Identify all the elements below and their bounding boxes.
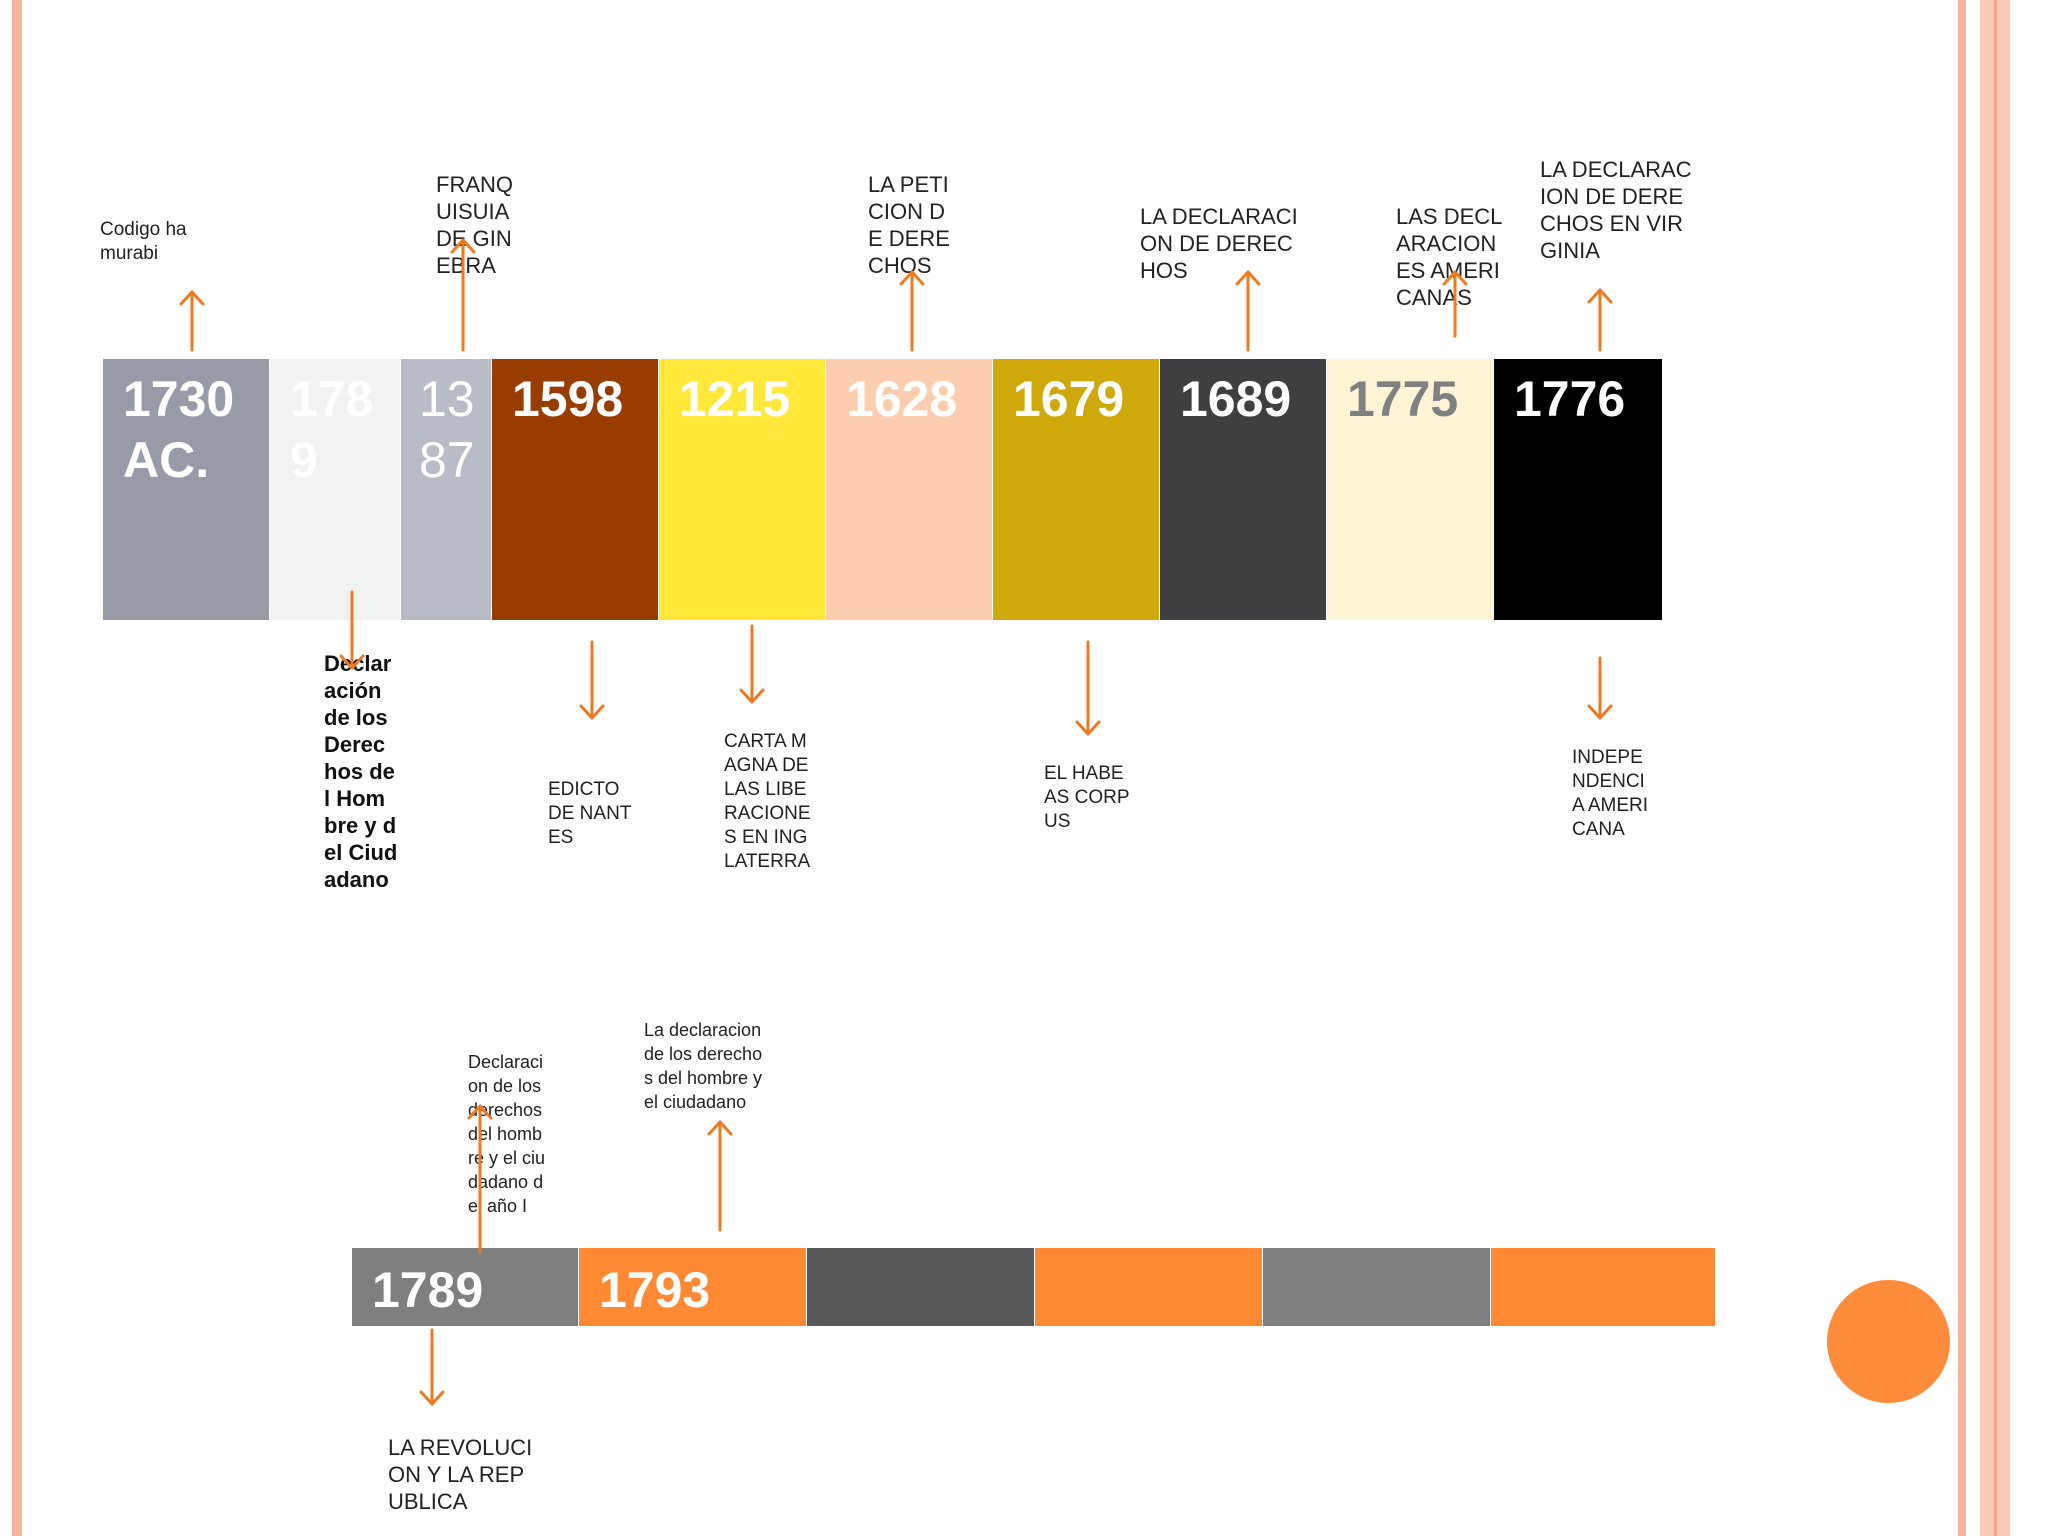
label-habeas-corpus: EL HABEAS CORPUS — [1044, 763, 1130, 832]
arrow-up-icon — [1442, 270, 1468, 338]
label-declaracion-hombre-2: La declaracion de los derechos del hombr… — [644, 1020, 763, 1112]
arrow-down-icon — [739, 624, 765, 704]
label-declaracion-hombre-ciudadano: Declaración de los Derechos del Hombre y… — [324, 651, 398, 892]
label-codigo-hamurabi: Codigo hamurabi — [100, 219, 187, 264]
right-border-stripe-line — [1994, 0, 1997, 1536]
arrow-up-icon — [707, 1120, 733, 1232]
timeline2-block: 1789 — [352, 1248, 578, 1326]
arrow-up-icon — [1235, 270, 1261, 352]
arrow-down-icon — [419, 1328, 445, 1406]
timeline1-block: 1215 — [659, 359, 825, 620]
arrow-up-icon — [179, 290, 205, 352]
timeline2-block — [807, 1248, 1034, 1326]
label-declaracion-virginia: LA DECLARACION DE DERECHOS EN VIRGINIA — [1540, 157, 1692, 263]
timeline1-block: 1598 — [492, 359, 658, 620]
arrow-down-icon — [1075, 640, 1101, 736]
timeline1-block: 1628 — [826, 359, 992, 620]
timeline1-block: 1776 — [1494, 359, 1662, 620]
timeline1-block: 1689 — [1160, 359, 1326, 620]
label-carta-magna: CARTA MAGNA DE LAS LIBERACIONES EN INGLA… — [724, 731, 811, 872]
arrow-up-icon — [467, 1104, 493, 1254]
timeline1-block: 1679 — [993, 359, 1159, 620]
timeline1-block: 1789 — [270, 359, 400, 620]
timeline1-block: 1387 — [401, 359, 491, 620]
arrow-down-icon — [1587, 656, 1613, 720]
timeline2-block — [1035, 1248, 1262, 1326]
right-border-stripe-thin — [1958, 0, 1966, 1536]
label-franquisia-ginebra: FRANQUISUIA DE GINEBRA — [436, 172, 513, 278]
decorative-circle — [1827, 1280, 1950, 1403]
timeline2-block — [1263, 1248, 1490, 1326]
timeline1-block: 1730 AC. — [103, 359, 269, 620]
timeline2-block: 1793 — [579, 1248, 806, 1326]
label-declaraciones-americanas: LAS DECLARACIONES AMERICANAS — [1396, 204, 1503, 310]
arrow-up-icon — [450, 238, 476, 352]
left-border-stripe — [12, 0, 22, 1536]
label-peticion-derechos: LA PETICION DE DERECHOS — [868, 172, 950, 278]
label-edicto-nantes: EDICTO DE NANTES — [548, 779, 632, 848]
label-revolucion-republica: LA REVOLUCION Y LA REPUBLICA — [388, 1435, 533, 1514]
arrow-up-icon — [899, 270, 925, 352]
arrow-down-icon — [339, 590, 365, 670]
label-declaracion-derechos: LA DECLARACION DE DERECHOS — [1140, 204, 1298, 283]
timeline2-block — [1491, 1248, 1715, 1326]
timeline1-block: 1775 — [1327, 359, 1493, 620]
arrow-down-icon — [579, 640, 605, 720]
arrow-up-icon — [1587, 288, 1613, 352]
label-independencia-americana: INDEPENDENCIA AMERICANA — [1572, 747, 1649, 840]
